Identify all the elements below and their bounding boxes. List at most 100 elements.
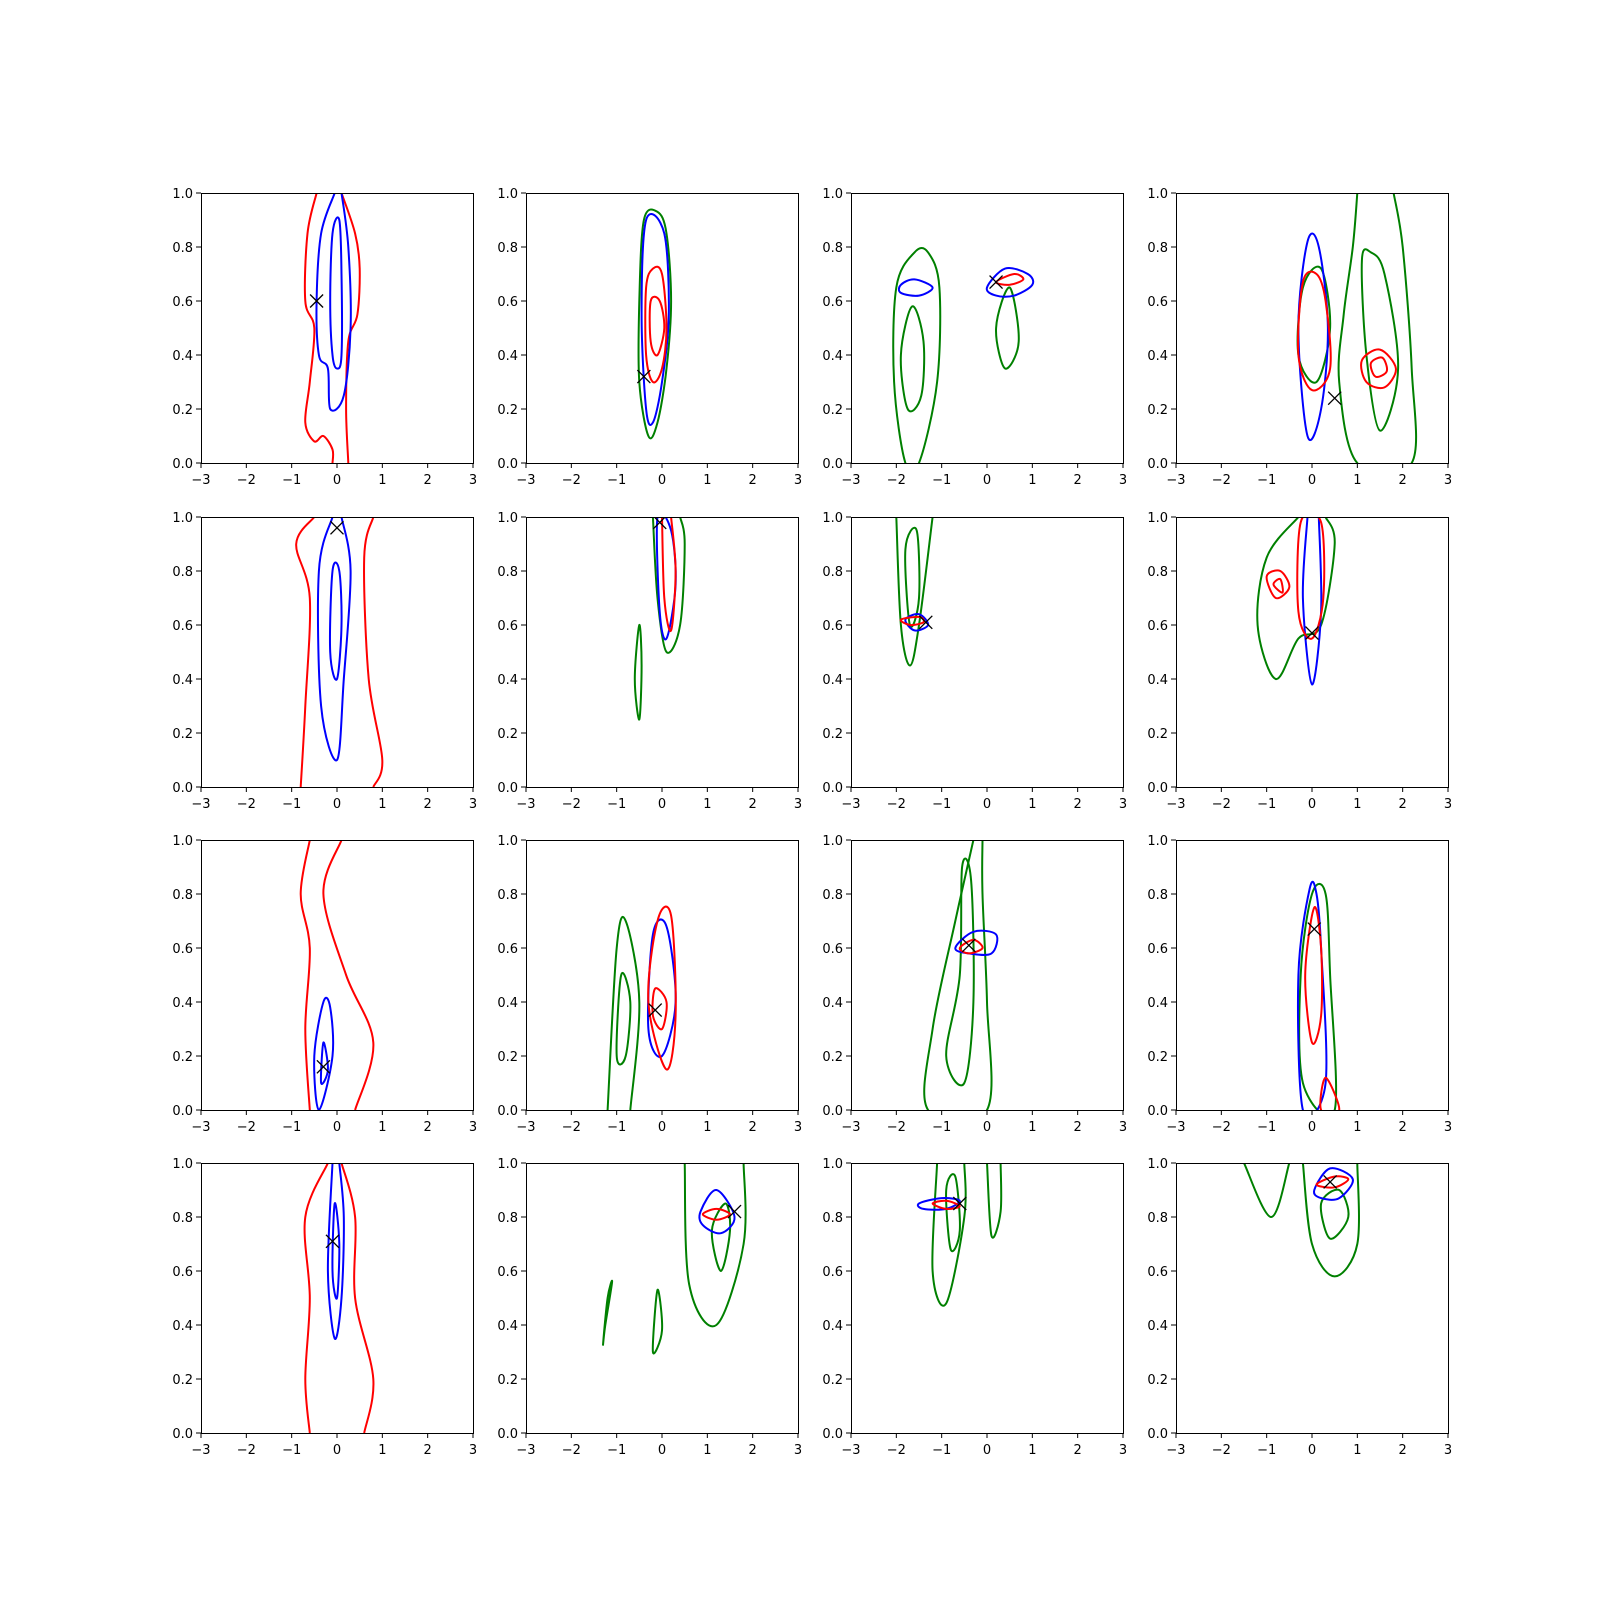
x-marker <box>325 1234 340 1249</box>
x-tick-label: −1 <box>607 797 626 812</box>
green-contour <box>651 517 686 654</box>
green-contour <box>945 1173 961 1253</box>
y-tick-label: 0.2 <box>172 1373 193 1388</box>
x-tick-label: −3 <box>516 797 535 812</box>
y-tick-label: 0.4 <box>1147 1319 1168 1334</box>
green-contour <box>1256 517 1336 680</box>
x-tick-label: 2 <box>1399 473 1407 488</box>
subplot-3-3: −3 −2 −1 0 1 2 3 0.0 0.2 0.4 0.6 0.8 1.0 <box>822 834 1127 1135</box>
red-contour <box>340 193 361 463</box>
y-tick-label: 0.6 <box>497 619 518 634</box>
x-marker <box>1323 1174 1338 1189</box>
x-marker-stroke <box>989 275 1004 290</box>
green-contour <box>892 247 942 463</box>
y-tick-label: 0.8 <box>1147 565 1168 580</box>
y-tick-label: 1.0 <box>822 511 843 526</box>
y-tick-label: 0.8 <box>497 1211 518 1226</box>
subplot-1-4: −3 −2 −1 0 1 2 3 0.0 0.2 0.4 0.6 0.8 1.0 <box>1147 187 1452 488</box>
x-tick-label: 1 <box>1353 1120 1361 1135</box>
red-contour <box>958 938 984 955</box>
x-tick-label: −3 <box>841 1120 860 1135</box>
y-tick-label: 0.2 <box>1147 403 1168 418</box>
x-marker <box>989 275 1004 290</box>
y-tick-label: 0.2 <box>172 403 193 418</box>
green-contour <box>1301 1163 1360 1278</box>
red-contour <box>303 1163 329 1433</box>
x-tick-label: 2 <box>749 1120 757 1135</box>
axes-frame <box>851 193 1124 464</box>
subplot-3-2: −3 −2 −1 0 1 2 3 0.0 0.2 0.4 0.6 0.8 1.0 <box>497 834 802 1135</box>
y-tick-label: 0.8 <box>1147 1211 1168 1226</box>
axes-frame <box>851 517 1124 788</box>
x-tick-label: 3 <box>794 797 802 812</box>
red-contour <box>647 905 677 1071</box>
y-tick-label: 1.0 <box>1147 1157 1168 1172</box>
x-marker <box>1305 626 1319 641</box>
x-tick-label: 1 <box>1353 797 1361 812</box>
x-tick-label: 1 <box>1353 473 1361 488</box>
plot-area <box>606 905 677 1110</box>
plot-area <box>1256 517 1336 686</box>
x-tick-label: −2 <box>1212 797 1231 812</box>
x-tick-label: 1 <box>378 1120 386 1135</box>
y-tick-label: 0.2 <box>1147 1050 1168 1065</box>
y-tick-label: 0.4 <box>822 349 843 364</box>
x-tick-label: 1 <box>378 797 386 812</box>
y-tick-label: 0.6 <box>1147 1265 1168 1280</box>
red-contour <box>1315 1175 1350 1189</box>
x-tick-label: −1 <box>932 1120 951 1135</box>
blue-contour <box>315 193 352 412</box>
x-tick-label: −1 <box>1257 1120 1276 1135</box>
axes-frame <box>201 840 474 1111</box>
plot-area <box>303 1163 375 1433</box>
x-marker-stroke <box>1327 391 1342 406</box>
green-contour <box>945 857 975 1087</box>
x-tick-label: −2 <box>237 797 256 812</box>
x-tick-label: 2 <box>1074 1120 1082 1135</box>
x-tick-label: −1 <box>1257 797 1276 812</box>
y-tick-label: 0.8 <box>497 565 518 580</box>
y-tick-label: 0.8 <box>822 241 843 256</box>
x-tick-label: −1 <box>282 797 301 812</box>
blue-contour <box>985 267 1035 298</box>
x-tick-label: −3 <box>516 473 535 488</box>
red-contour <box>899 615 925 627</box>
x-tick-label: 3 <box>469 473 477 488</box>
x-tick-label: 3 <box>1119 473 1127 488</box>
x-tick-label: 2 <box>1074 1443 1082 1458</box>
x-marker <box>316 1059 331 1074</box>
y-tick-label: 1.0 <box>1147 187 1168 202</box>
x-tick-label: −2 <box>562 1120 581 1135</box>
x-tick-label: −2 <box>887 1443 906 1458</box>
x-marker-stroke <box>330 520 344 535</box>
x-marker-stroke <box>918 615 933 630</box>
green-contour <box>1319 1188 1350 1240</box>
blue-contour <box>313 996 335 1110</box>
blue-contour <box>640 213 670 426</box>
x-tick-label: 1 <box>703 1443 711 1458</box>
green-contour <box>995 286 1020 370</box>
x-tick-label: 2 <box>1074 797 1082 812</box>
y-tick-label: 0.4 <box>1147 996 1168 1011</box>
x-tick-label: 1 <box>703 797 711 812</box>
y-tick-label: 0.0 <box>1147 1104 1168 1119</box>
green-contour <box>931 1163 967 1307</box>
x-tick-label: −1 <box>932 473 951 488</box>
y-tick-label: 0.8 <box>822 888 843 903</box>
green-contour <box>615 972 632 1066</box>
axes-frame <box>526 840 799 1111</box>
y-tick-label: 1.0 <box>172 187 193 202</box>
green-contour <box>683 1163 747 1328</box>
x-tick-label: 3 <box>1119 797 1127 812</box>
red-contour <box>363 517 384 787</box>
y-tick-label: 0.6 <box>822 619 843 634</box>
x-marker <box>648 1003 663 1018</box>
y-tick-label: 0.4 <box>822 996 843 1011</box>
green-contour <box>651 1288 664 1355</box>
x-tick-label: 0 <box>658 1120 666 1135</box>
x-tick-label: −3 <box>516 1120 535 1135</box>
y-tick-label: 0.6 <box>172 1265 193 1280</box>
y-tick-label: 0.0 <box>822 781 843 796</box>
x-tick-label: 2 <box>424 797 432 812</box>
green-contour <box>895 517 934 667</box>
